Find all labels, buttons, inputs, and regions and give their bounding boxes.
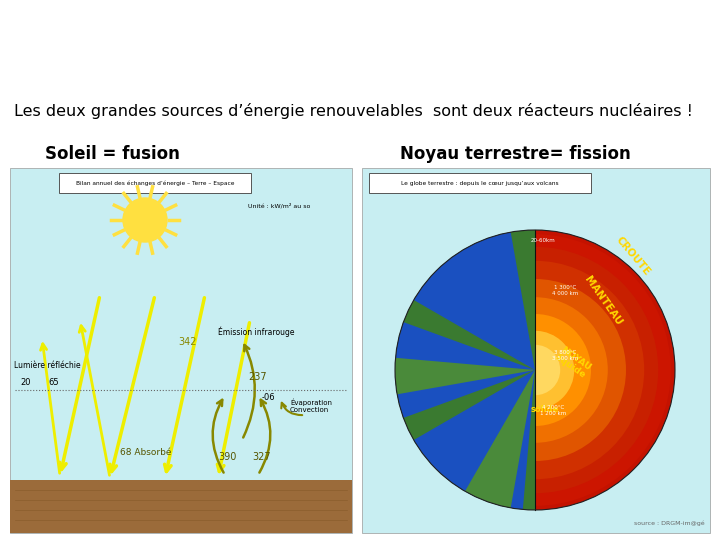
Text: Le globe terrestre : depuis le cœur jusqu’aux volcans: Le globe terrestre : depuis le cœur jusq… bbox=[401, 180, 559, 186]
FancyBboxPatch shape bbox=[369, 173, 591, 193]
Wedge shape bbox=[535, 261, 644, 479]
Wedge shape bbox=[414, 232, 535, 370]
Text: source : DRGM-im@gé: source : DRGM-im@gé bbox=[634, 521, 705, 526]
Wedge shape bbox=[395, 358, 535, 394]
Bar bbox=[10, 168, 352, 533]
Text: Noyau terrestre= fission: Noyau terrestre= fission bbox=[400, 145, 631, 163]
Text: Unité : kW/m² au so: Unité : kW/m² au so bbox=[248, 204, 310, 209]
Text: NOYAU
liquide: NOYAU liquide bbox=[554, 345, 593, 380]
Wedge shape bbox=[535, 345, 560, 395]
Text: 3 800°C
3 500 km: 3 800°C 3 500 km bbox=[552, 350, 578, 361]
Text: 1 300°C
4 000 km: 1 300°C 4 000 km bbox=[552, 285, 578, 296]
Text: Les deux grandes sources d’énergie renouvelables  sont deux réacteurs nucléaires: Les deux grandes sources d’énergie renou… bbox=[14, 103, 693, 119]
Text: Émission infrarouge: Émission infrarouge bbox=[218, 327, 294, 337]
Wedge shape bbox=[535, 230, 675, 510]
Text: 390: 390 bbox=[218, 452, 236, 462]
Wedge shape bbox=[465, 370, 535, 508]
Wedge shape bbox=[395, 230, 535, 510]
Text: 237: 237 bbox=[248, 372, 266, 382]
Text: Soleil = fusion: Soleil = fusion bbox=[45, 145, 180, 163]
Text: MANTEAU: MANTEAU bbox=[582, 274, 624, 327]
Text: 20: 20 bbox=[20, 378, 30, 387]
Text: Lumière réfléchie: Lumière réfléchie bbox=[14, 361, 81, 370]
Wedge shape bbox=[535, 297, 608, 443]
Text: 65: 65 bbox=[48, 378, 58, 387]
Wedge shape bbox=[535, 234, 671, 506]
Text: 342: 342 bbox=[178, 337, 197, 347]
Text: solide: solide bbox=[531, 405, 559, 414]
Wedge shape bbox=[535, 331, 575, 409]
Circle shape bbox=[123, 198, 167, 242]
Text: -06: -06 bbox=[262, 393, 276, 402]
Text: 4 200°C
1 200 km: 4 200°C 1 200 km bbox=[540, 405, 566, 416]
Text: 68 Absorbé: 68 Absorbé bbox=[120, 448, 171, 457]
Text: Évaporation
Convection: Évaporation Convection bbox=[290, 399, 332, 413]
Text: 327: 327 bbox=[252, 452, 271, 462]
Wedge shape bbox=[414, 370, 535, 509]
Wedge shape bbox=[535, 314, 591, 426]
Text: Bilan annuel des échanges d’énergie – Terre – Espace: Bilan annuel des échanges d’énergie – Te… bbox=[76, 180, 234, 186]
Circle shape bbox=[395, 230, 675, 510]
Wedge shape bbox=[535, 247, 658, 493]
Text: 20-60km: 20-60km bbox=[531, 238, 555, 243]
Wedge shape bbox=[395, 322, 535, 418]
Bar bbox=[10, 480, 352, 533]
Text: CROUTE: CROUTE bbox=[614, 234, 652, 277]
Wedge shape bbox=[535, 279, 626, 461]
Bar bbox=[362, 168, 710, 533]
FancyBboxPatch shape bbox=[59, 173, 251, 193]
